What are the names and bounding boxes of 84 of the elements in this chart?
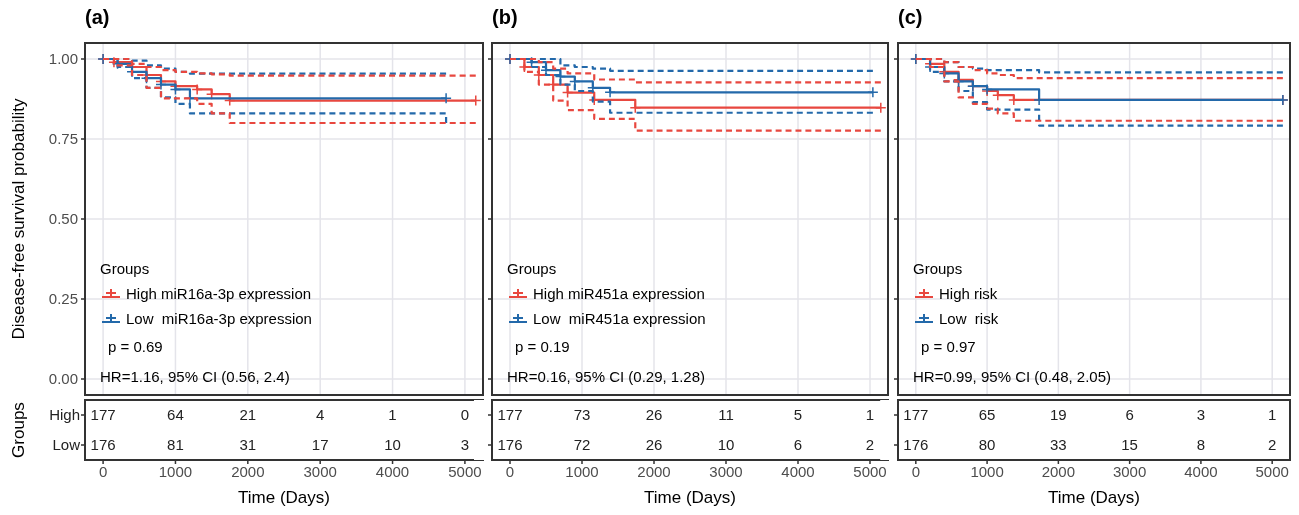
data-label: 17 (311, 436, 329, 454)
x-tick-label: 5000 (448, 463, 482, 480)
x-tick-label: 1000 (565, 463, 599, 480)
legend-title: Groups (913, 260, 963, 278)
data-label: 2 (1268, 436, 1277, 454)
x-tick-label: 3000 (303, 463, 337, 480)
y-tick-label: 1.00 (48, 50, 78, 68)
y-tick-label: Low (52, 436, 81, 454)
x-tick-label: 4000 (1184, 463, 1218, 480)
x-tick-label: 1000 (970, 463, 1004, 480)
data-label: 1 (1268, 406, 1277, 424)
data-label: 26 (645, 406, 663, 424)
data-label: 33 (1050, 436, 1067, 454)
annotation: HR=1.16, 95% CI (0.56, 2.4) (100, 368, 290, 386)
legend-label: Low risk (939, 310, 999, 328)
annotation: p = 0.19 (515, 338, 570, 356)
data-label: 21 (239, 406, 257, 424)
x-tick-label: 2000 (231, 463, 265, 480)
y-axis-title: Groups (9, 402, 28, 458)
data-label: 19 (1050, 406, 1067, 424)
data-label: 4 (316, 406, 325, 424)
data-label: 31 (239, 436, 257, 454)
x-tick-label: 2000 (637, 463, 671, 480)
data-label: 3 (1196, 406, 1206, 424)
chart-title: (c) (898, 6, 923, 28)
x-tick-label: 0 (98, 463, 108, 480)
data-label: 64 (167, 406, 184, 424)
data-label: 3 (460, 436, 470, 454)
legend-label: High risk (939, 285, 998, 303)
y-tick-label: High (49, 406, 80, 424)
x-tick-label: 5000 (853, 463, 887, 480)
x-tick-label: 1000 (158, 463, 193, 480)
y-tick-label: 0.50 (48, 210, 78, 228)
data-label: 176 (903, 436, 929, 454)
data-label: 177 (497, 406, 523, 424)
chart-title: (b) (492, 6, 518, 28)
data-label: 1 (388, 406, 397, 424)
legend-title: Groups (507, 260, 557, 278)
y-tick-label: 0.00 (48, 370, 78, 388)
data-label: 177 (90, 406, 116, 424)
x-tick-label: 4000 (781, 463, 815, 480)
chart-title: (a) (85, 6, 110, 28)
annotation: HR=0.16, 95% CI (0.29, 1.28) (507, 368, 706, 386)
x-tick-label: 5000 (1255, 463, 1289, 480)
data-label: 65 (978, 406, 996, 424)
annotation: p = 0.97 (921, 338, 976, 356)
x-axis-title: Time (Days) (644, 488, 736, 507)
annotation: HR=0.99, 95% CI (0.48, 2.05) (913, 368, 1112, 386)
data-label: 1 (865, 406, 875, 424)
data-label: 176 (497, 436, 523, 454)
y-tick-label: 0.75 (48, 130, 78, 148)
x-tick-label: 3000 (709, 463, 743, 480)
x-axis-title: Time (Days) (1048, 488, 1140, 507)
data-label: 10 (717, 436, 735, 454)
data-label: 72 (573, 436, 591, 454)
data-label: 26 (645, 436, 663, 454)
data-label: 6 (1125, 406, 1134, 424)
x-tick-label: 3000 (1112, 463, 1147, 480)
data-label: 10 (384, 436, 401, 454)
legend-label: Low miR451a expression (533, 310, 706, 328)
x-axis-title: Time (Days) (238, 488, 330, 507)
legend-title: Groups (100, 260, 150, 278)
data-label: 73 (573, 406, 591, 424)
data-label: 2 (865, 436, 875, 454)
x-tick-label: 0 (505, 463, 515, 480)
data-label: 177 (903, 406, 929, 424)
data-label: 8 (1196, 436, 1206, 454)
data-label: 0 (460, 406, 470, 424)
legend-label: Low miR16a-3p expression (126, 310, 312, 328)
data-label: 176 (90, 436, 116, 454)
x-tick-label: 0 (911, 463, 920, 480)
x-tick-label: 2000 (1041, 463, 1076, 480)
data-label: 5 (793, 406, 803, 424)
data-label: 11 (718, 406, 734, 424)
y-tick-label: 0.25 (48, 290, 78, 308)
data-label: 6 (793, 436, 803, 454)
x-tick-label: 4000 (375, 463, 410, 480)
data-label: 15 (1121, 436, 1138, 454)
annotation: p = 0.69 (108, 338, 163, 356)
legend-label: High miR451a expression (533, 285, 705, 303)
data-label: 81 (167, 436, 184, 454)
y-axis-title: Disease-free survival probability (9, 98, 28, 340)
legend-label: High miR16a-3p expression (126, 285, 312, 303)
data-label: 80 (978, 436, 996, 454)
